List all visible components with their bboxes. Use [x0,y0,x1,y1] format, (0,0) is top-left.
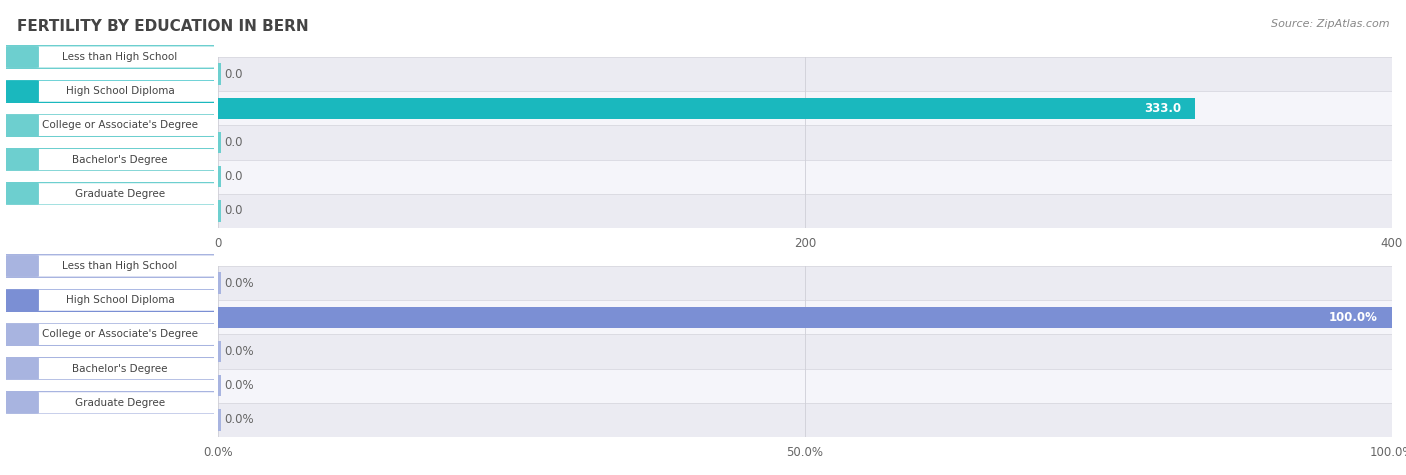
Text: 0.0%: 0.0% [224,276,253,290]
FancyBboxPatch shape [6,323,39,345]
FancyBboxPatch shape [0,114,219,137]
Bar [218,91,1392,125]
Bar [218,334,1392,369]
Text: High School Diploma: High School Diploma [66,295,174,305]
FancyBboxPatch shape [6,255,39,277]
FancyBboxPatch shape [6,149,39,171]
Text: 0.0%: 0.0% [224,413,253,427]
Bar [218,409,222,430]
Text: 0.0: 0.0 [224,67,242,81]
Bar [218,375,222,396]
Text: FERTILITY BY EDUCATION IN BERN: FERTILITY BY EDUCATION IN BERN [17,19,308,34]
Bar [218,194,1392,228]
Text: 0.0%: 0.0% [224,379,253,392]
Bar [218,166,222,187]
Bar [218,57,1392,91]
Bar [218,266,1392,300]
Text: Bachelor's Degree: Bachelor's Degree [72,154,167,165]
Text: Source: ZipAtlas.com: Source: ZipAtlas.com [1271,19,1389,29]
FancyBboxPatch shape [0,80,219,103]
FancyBboxPatch shape [0,255,219,277]
Text: Graduate Degree: Graduate Degree [75,189,165,199]
Text: 100.0%: 100.0% [1329,311,1378,324]
Bar [218,307,1392,328]
Bar [218,132,222,153]
FancyBboxPatch shape [0,182,219,205]
Bar [218,160,1392,194]
Bar [218,300,1392,334]
FancyBboxPatch shape [0,148,219,171]
Text: Less than High School: Less than High School [62,52,177,62]
Text: 0.0: 0.0 [224,204,242,218]
FancyBboxPatch shape [6,358,39,380]
Bar [218,64,222,85]
FancyBboxPatch shape [6,183,39,205]
Text: 0.0: 0.0 [224,136,242,149]
Text: College or Associate's Degree: College or Associate's Degree [42,329,198,340]
FancyBboxPatch shape [6,392,39,414]
FancyBboxPatch shape [0,46,219,68]
Text: 0.0%: 0.0% [224,345,253,358]
FancyBboxPatch shape [0,289,219,312]
Bar [218,369,1392,403]
Bar [218,341,222,362]
Bar [218,273,222,294]
FancyBboxPatch shape [0,357,219,380]
Bar [218,98,1195,119]
Text: Less than High School: Less than High School [62,261,177,271]
FancyBboxPatch shape [6,114,39,136]
Bar [218,200,222,221]
Text: College or Associate's Degree: College or Associate's Degree [42,120,198,131]
Text: 0.0: 0.0 [224,170,242,183]
Bar [218,403,1392,437]
FancyBboxPatch shape [6,80,39,102]
FancyBboxPatch shape [6,289,39,311]
FancyBboxPatch shape [6,46,39,68]
Text: High School Diploma: High School Diploma [66,86,174,96]
Bar [218,125,1392,160]
Text: 333.0: 333.0 [1144,102,1181,115]
FancyBboxPatch shape [0,391,219,414]
FancyBboxPatch shape [0,323,219,346]
Text: Graduate Degree: Graduate Degree [75,398,165,408]
Text: Bachelor's Degree: Bachelor's Degree [72,363,167,374]
